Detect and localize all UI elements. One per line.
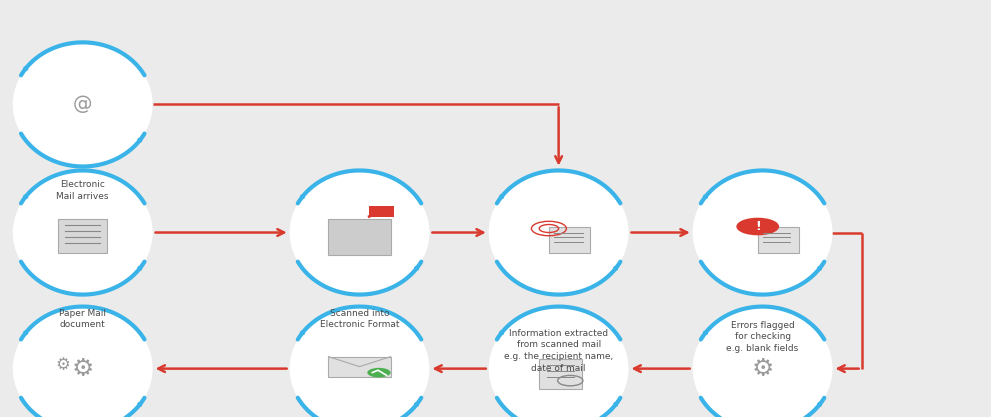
Text: Scanned into
Electronic Format: Scanned into Electronic Format [320, 309, 399, 329]
Ellipse shape [489, 306, 628, 417]
FancyBboxPatch shape [58, 219, 107, 253]
Ellipse shape [489, 171, 628, 294]
FancyBboxPatch shape [539, 359, 582, 389]
Ellipse shape [13, 43, 153, 166]
Ellipse shape [13, 171, 153, 294]
Text: Electronic
Mail arrives: Electronic Mail arrives [56, 181, 109, 201]
Text: Paper Mail
document: Paper Mail document [59, 309, 106, 329]
FancyBboxPatch shape [758, 226, 799, 253]
Text: !: ! [755, 220, 761, 233]
FancyBboxPatch shape [549, 226, 590, 253]
Ellipse shape [693, 306, 832, 417]
Ellipse shape [693, 171, 832, 294]
Text: ⚙: ⚙ [71, 357, 94, 381]
Ellipse shape [289, 171, 429, 294]
FancyBboxPatch shape [328, 219, 390, 254]
Text: ⚙: ⚙ [55, 356, 70, 374]
Ellipse shape [13, 306, 153, 417]
FancyBboxPatch shape [370, 206, 393, 216]
Text: Information extracted
from scanned mail
e.g. the recipient name,
date of mail: Information extracted from scanned mail … [504, 329, 613, 373]
Text: @: @ [73, 95, 92, 114]
Ellipse shape [289, 306, 429, 417]
Polygon shape [328, 357, 390, 377]
Circle shape [736, 218, 779, 235]
Text: ⚙: ⚙ [751, 357, 774, 381]
Circle shape [368, 368, 390, 377]
Text: Errors flagged
for checking
e.g. blank fields: Errors flagged for checking e.g. blank f… [726, 321, 799, 353]
